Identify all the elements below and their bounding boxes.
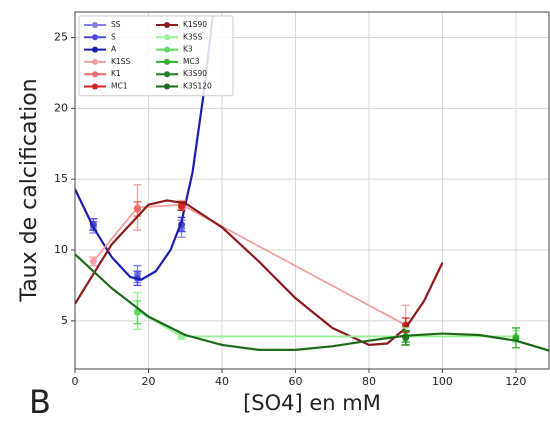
series-line (137, 310, 516, 338)
legend-label: S (111, 32, 116, 41)
y-axis-label: Taux de calcification (17, 78, 42, 302)
legend-marker (92, 34, 98, 41)
legend-marker (92, 58, 98, 65)
legend-label: MC3 (183, 57, 200, 66)
legend-marker (164, 58, 170, 65)
legend-label: MC1 (111, 82, 128, 91)
panel-letter: B (29, 383, 51, 421)
point (178, 202, 186, 210)
point (133, 205, 141, 213)
x-tick-label: 0 (72, 375, 79, 388)
legend-label: K3SS (183, 32, 202, 41)
x-tick-label: 60 (288, 375, 302, 388)
legend-marker (164, 71, 170, 78)
legend-marker (164, 46, 170, 53)
point (89, 257, 97, 265)
x-tick-label: 80 (362, 375, 376, 388)
legend-marker (164, 34, 170, 41)
series-line (75, 253, 549, 352)
legend-marker (92, 71, 98, 78)
x-tick-label: 120 (505, 375, 526, 388)
axes-frame (74, 11, 550, 370)
legend-box (78, 15, 234, 97)
legend-label: K3 (183, 45, 193, 54)
legend-marker (164, 22, 170, 28)
legend-label: K3S90 (183, 69, 207, 78)
x-tick-label: 20 (141, 375, 155, 388)
legend-marker (164, 83, 170, 90)
x-axis-label: [SO4] en mM (243, 391, 381, 415)
legend-label: K1 (111, 69, 121, 78)
legend-marker (92, 22, 98, 28)
legend-label: K3S120 (183, 82, 212, 91)
x-tick-label: 100 (432, 375, 453, 388)
x-tick-label: 40 (215, 375, 229, 388)
y-tick-label: 5 (61, 314, 68, 327)
y-tick-label: 15 (54, 172, 68, 185)
legend-label: A (111, 45, 117, 54)
y-tick-label: 10 (54, 243, 68, 256)
legend-label: K1SS (111, 57, 130, 66)
plot-area (75, 16, 549, 352)
legend-marker (92, 83, 98, 90)
y-tick-label: 25 (54, 31, 68, 44)
legend-label: SS (111, 20, 121, 29)
legend-marker (92, 46, 98, 53)
series-line (92, 203, 407, 326)
legend-label: K1S90 (183, 20, 207, 29)
y-tick-label: 20 (54, 101, 68, 114)
